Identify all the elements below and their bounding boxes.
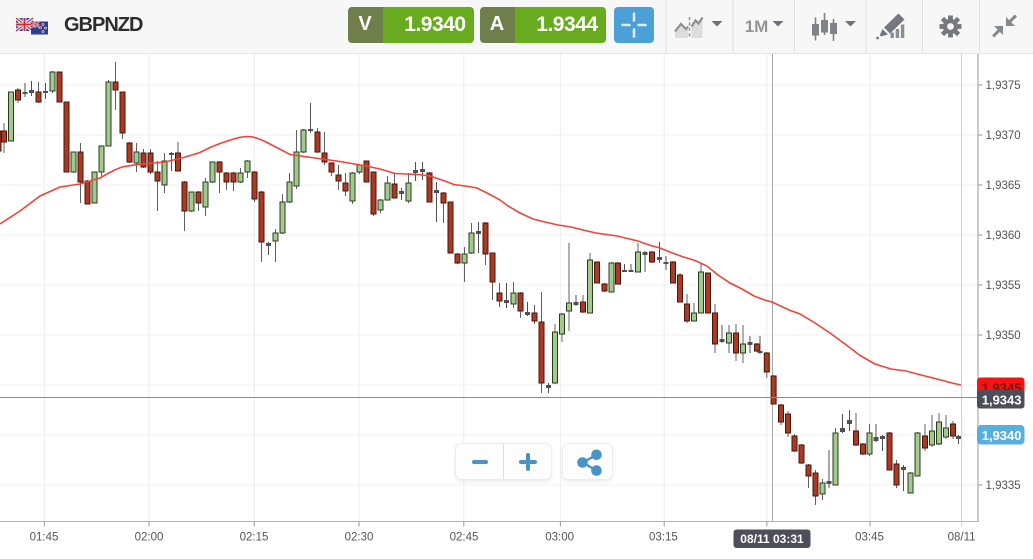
svg-text:02:45: 02:45 xyxy=(450,532,479,544)
svg-text:03:00: 03:00 xyxy=(545,532,574,544)
svg-text:02:15: 02:15 xyxy=(240,532,269,544)
svg-text:03:15: 03:15 xyxy=(649,532,678,544)
svg-text:08/11: 08/11 xyxy=(948,532,976,544)
svg-text:02:30: 02:30 xyxy=(345,532,374,544)
svg-text:03:45: 03:45 xyxy=(855,532,884,544)
svg-text:1,9355: 1,9355 xyxy=(986,280,1021,292)
svg-text:1,9343: 1,9343 xyxy=(982,392,1022,407)
svg-text:1M: 1M xyxy=(745,17,769,36)
svg-text:1,9365: 1,9365 xyxy=(986,180,1021,192)
svg-text:08/11 03:31: 08/11 03:31 xyxy=(740,532,804,546)
svg-text:1,9375: 1,9375 xyxy=(986,80,1021,92)
svg-text:01:45: 01:45 xyxy=(30,532,59,544)
svg-text:02:00: 02:00 xyxy=(135,532,164,544)
svg-text:1,9335: 1,9335 xyxy=(986,480,1021,492)
svg-text:1,9350: 1,9350 xyxy=(986,330,1021,342)
svg-text:1,9370: 1,9370 xyxy=(986,130,1021,142)
svg-text:1,9340: 1,9340 xyxy=(982,428,1022,443)
svg-text:1,9360: 1,9360 xyxy=(986,230,1021,242)
